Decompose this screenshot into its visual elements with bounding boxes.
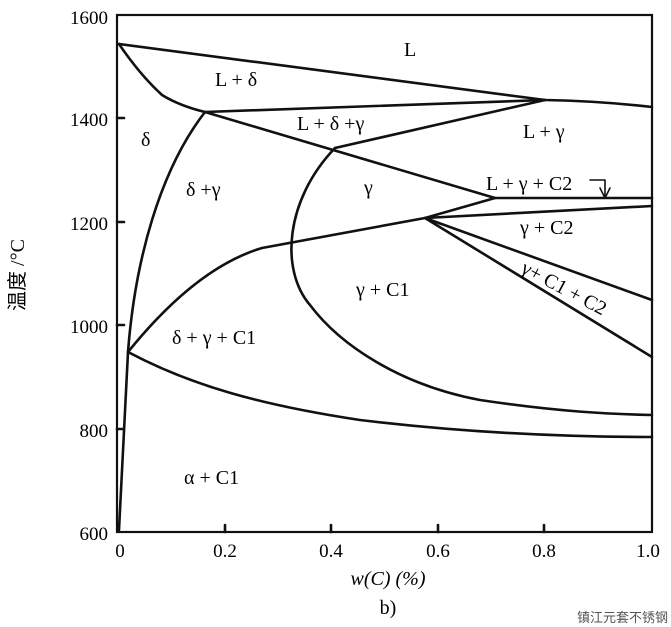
region-L: L [404,39,416,61]
region-gamma: γ [363,177,373,199]
y-axis-label: 温度 /°C [6,239,29,311]
gamma-boundary-line [290,146,654,417]
region-gamma-C2: γ + C2 [519,217,573,239]
region-alpha-C1: α + C1 [184,467,239,489]
liquidus-line [117,42,654,109]
x-tick-label: 0 [115,541,125,562]
x-ticks [223,523,546,534]
region-delta-gamma-C1: δ + γ + C1 [172,327,256,349]
delta-gamma-lower-line [126,196,497,354]
delta-solvus-line [117,110,207,532]
y-tick-label: 800 [80,421,109,442]
region-gamma-C1-C2: γ+ C1 + C2 [517,257,610,321]
delta-liquidus-line [117,42,207,114]
gamma-c1-c2-upper-line [423,216,654,302]
l-delta-lower-line [203,98,547,114]
x-axis-label: w(C) (%) [351,568,426,590]
y-tick-label: 1400 [70,110,108,131]
alpha-c1-boundary-line [126,350,654,439]
region-L-gamma-C2: L + γ + C2 [486,173,572,195]
arrow-indicator-icon [589,179,606,197]
region-L-delta-gamma: L + δ +γ [297,113,364,135]
y-tick-label: 1600 [70,8,108,29]
x-tick-label: 0.2 [213,541,237,562]
watermark: 镇江元套不锈钢 [577,610,668,626]
x-tick-label: 0.8 [532,541,556,562]
l-gamma-boundary-line [333,98,547,150]
x-tick-label: 1.0 [636,541,660,562]
y-tick-label: 600 [80,524,109,545]
region-gamma-C1: γ + C1 [355,279,409,301]
figure-caption: b) [380,597,397,619]
x-tick-label: 0.4 [319,541,343,562]
region-delta: δ [141,129,150,151]
region-delta-gamma: δ +γ [186,179,221,201]
y-tick-label: 1200 [70,214,108,235]
arrow-head-icon [599,187,611,199]
gamma-solidus-line [203,110,654,200]
plot-frame [115,13,654,534]
region-L-gamma: L + γ [523,121,565,143]
x-tick-label: 0.6 [426,541,450,562]
gamma-c2-boundary-line [423,204,654,220]
region-L-delta: L + δ [215,69,257,91]
y-tick-label: 1000 [70,317,108,338]
gamma-c1-c2-lower-line [423,216,654,359]
